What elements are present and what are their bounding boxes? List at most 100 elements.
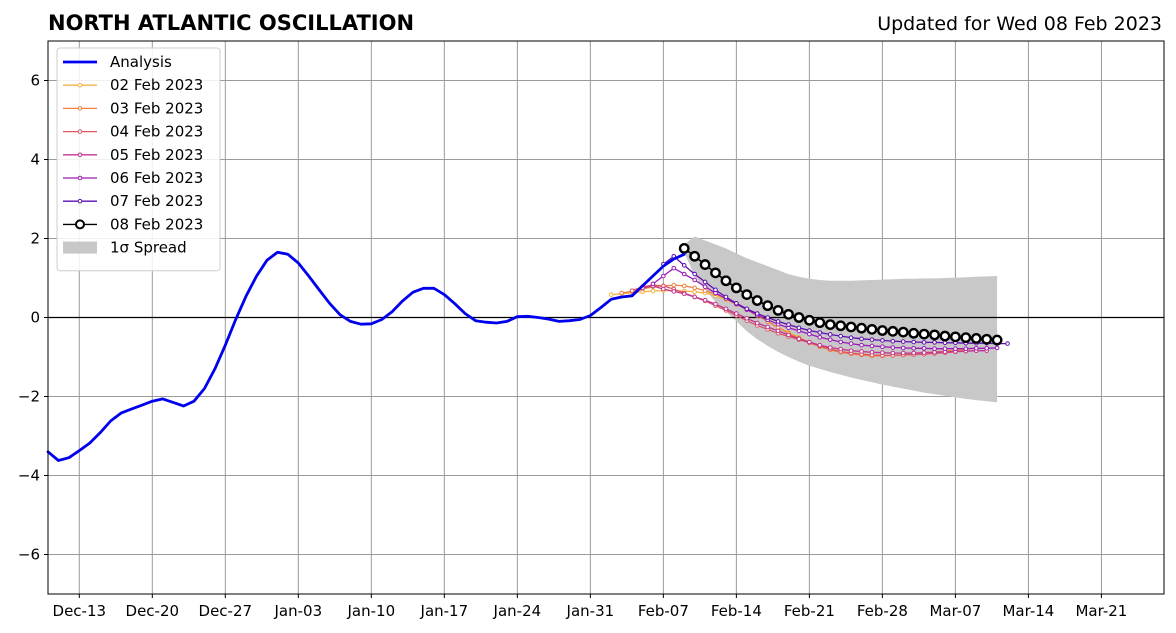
legend-label: 03 Feb 2023 [110,99,203,117]
forecast-point [921,350,927,355]
forecast-point [692,277,697,283]
legend-item: 03 Feb 2023 [63,99,203,117]
forecast-point [970,333,982,344]
x-tick-label: Feb-07 [638,602,689,620]
legend-marker [77,82,83,88]
forecast-point [744,315,750,321]
forecast-point [807,339,812,345]
forecast-point [689,250,701,262]
x-tick-label: Feb-21 [784,602,835,620]
forecast-point [918,328,930,340]
forecast-point [692,294,697,300]
forecast-point [762,300,774,312]
forecast-point [608,292,614,297]
forecast-point [838,339,843,345]
forecast-point [723,306,729,312]
forecast-point [890,350,896,356]
forecast-point [713,301,718,307]
legend-item: Analysis [63,53,172,71]
legend-label: 1σ Spread [110,239,187,257]
legend-item: 08 Feb 2023 [63,215,203,233]
forecast-line [642,285,987,354]
forecast-point [754,320,760,326]
x-tick-label: Feb-28 [857,602,908,620]
legend-label: Analysis [110,53,172,71]
forecast-08-feb-2023 [678,242,1003,346]
forecast-point [817,342,823,348]
forecast-point [953,346,958,352]
forecast-point [723,294,729,300]
forecast-point [681,291,687,297]
forecast-point [876,325,888,336]
forecast-point [786,322,791,327]
chart-title: NORTH ATLANTIC OSCILLATION [48,11,414,35]
x-tick-label: Jan-31 [566,602,615,620]
forecast-point [824,319,836,331]
forecast-point [932,340,937,345]
legend-item: 05 Feb 2023 [63,146,203,164]
forecast-point [671,265,677,271]
forecast-point [692,289,697,295]
spread-band [684,236,998,403]
forecast-point [890,338,896,344]
legend-marker [77,175,83,181]
forecast-point [866,323,878,335]
forecast-point [880,338,885,343]
forecast-point [793,312,805,323]
legend-marker [77,106,83,111]
forecast-point [796,336,802,342]
forecast-point [900,339,906,344]
forecast-point [981,333,993,345]
forecast-point [772,304,784,316]
legend-label: 05 Feb 2023 [110,146,203,164]
forecast-point [661,286,666,292]
x-tick-label: Jan-24 [493,602,542,620]
forecast-point [702,288,708,293]
x-tick-label: Dec-13 [53,602,107,620]
forecast-point [619,290,624,296]
legend-item: 1σ Spread [63,239,187,257]
forecast-point [803,314,815,326]
legend-marker [75,219,85,230]
legend-marker [77,152,83,158]
forecast-point [960,332,972,344]
legend-label: 04 Feb 2023 [110,123,203,141]
forecast-point [765,315,770,320]
updated-label: Updated for Wed 08 Feb 2023 [877,13,1162,35]
forecast-line [663,255,1008,345]
x-tick-label: Mar-07 [929,602,981,620]
spread-polygon [684,236,998,403]
forecast-point [994,345,1000,351]
forecast-point [848,348,854,353]
forecast-point [900,350,906,356]
y-tick-label: 6 [30,72,40,90]
x-tick-label: Mar-14 [1002,602,1054,620]
x-tick-label: Jan-03 [274,602,323,620]
forecast-point [921,340,927,345]
forecast-point [650,281,656,287]
legend-item: 02 Feb 2023 [63,76,203,94]
forecast-point [783,308,794,320]
forecast-point [661,273,666,279]
y-tick-label: −6 [18,546,40,564]
forecast-point [681,263,687,268]
forecast-point [744,306,750,312]
y-tick-label: −4 [18,467,40,485]
forecast-point [734,311,739,316]
forecast-point [942,340,948,346]
x-tick-label: Feb-14 [711,602,762,620]
forecast-point [671,282,677,288]
forecast-point [817,334,823,340]
forecast-point [775,319,781,324]
forecast-point [681,283,687,289]
forecast-point [869,337,875,342]
forecast-point [859,336,864,342]
forecast-point [692,271,697,277]
forecast-point [845,321,857,333]
y-tick-label: −2 [18,388,40,406]
forecast-point [741,289,753,300]
forecast-point [1005,341,1010,346]
forecast-point [963,346,969,352]
y-tick-label: 0 [30,309,40,327]
forecast-point [973,346,979,351]
